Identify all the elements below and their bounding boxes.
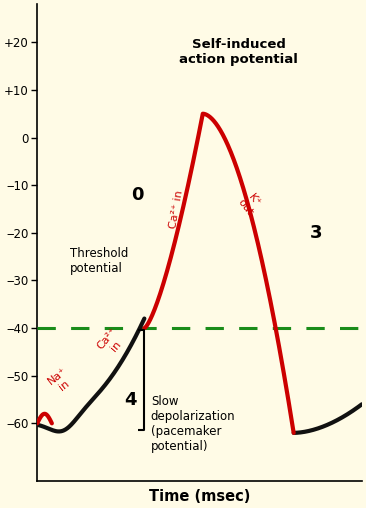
Text: 4: 4 [124,391,136,408]
Text: Ca²⁺ in: Ca²⁺ in [168,189,185,229]
X-axis label: Time (msec): Time (msec) [149,489,250,504]
Text: 0: 0 [132,186,144,204]
Text: K⁺
out: K⁺ out [236,190,264,218]
Text: Slow
depolarization
(pacemaker
potential): Slow depolarization (pacemaker potential… [151,395,235,453]
Text: Self-induced
action potential: Self-induced action potential [179,38,298,66]
Text: Threshold
potential: Threshold potential [70,247,128,275]
Text: Ca²⁺
in: Ca²⁺ in [96,326,128,359]
Text: 3: 3 [310,224,323,242]
Text: Na⁺
in: Na⁺ in [46,365,76,396]
